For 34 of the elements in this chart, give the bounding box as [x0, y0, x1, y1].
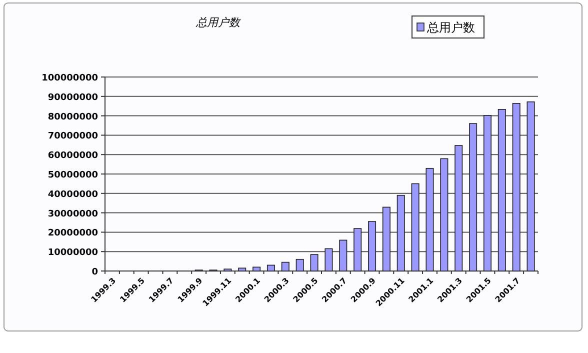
y-tick-label: 90000000 — [48, 92, 98, 103]
bar — [526, 101, 535, 272]
bar — [368, 221, 376, 272]
y-tick-label: 50000000 — [48, 170, 98, 180]
legend-label: 总用户数 — [426, 20, 475, 34]
bar — [339, 240, 348, 272]
y-tick-label: 60000000 — [48, 151, 98, 162]
bar — [354, 228, 362, 272]
bar — [281, 262, 290, 272]
y-tick-label: 10000000 — [48, 248, 98, 258]
bar — [454, 145, 463, 272]
y-tick-label: 0 — [92, 268, 98, 278]
bar — [498, 109, 506, 272]
bar — [310, 254, 318, 272]
y-tick-label: 20000000 — [48, 228, 98, 239]
bar — [296, 258, 304, 272]
bar — [411, 183, 420, 272]
bar — [252, 266, 261, 272]
bar — [382, 206, 390, 272]
y-tick-label: 70000000 — [48, 132, 98, 142]
y-tick-label: 80000000 — [48, 112, 98, 122]
bar — [512, 102, 520, 272]
bar — [396, 194, 405, 272]
y-tick-label: 30000000 — [48, 209, 98, 220]
y-tick-label: 100000000 — [42, 74, 98, 84]
bar — [426, 168, 434, 272]
bar — [238, 268, 246, 272]
bar — [483, 115, 492, 272]
bar — [266, 264, 275, 272]
bar — [440, 158, 448, 272]
y-tick-label: 40000000 — [48, 190, 98, 200]
bar — [324, 248, 333, 272]
bar — [469, 123, 478, 272]
chart-title: 总用户数 — [195, 16, 241, 29]
